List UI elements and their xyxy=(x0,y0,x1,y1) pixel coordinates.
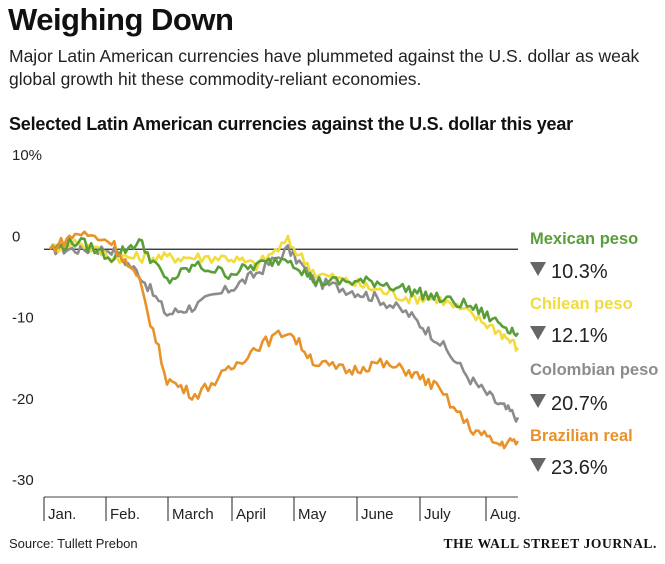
legend-label-chilean-peso: Chilean peso xyxy=(530,295,633,313)
down-triangle-icon xyxy=(530,394,546,408)
y-tick-label: -20 xyxy=(12,391,34,408)
x-tick-label: March xyxy=(172,506,214,523)
y-tick-label: 0 xyxy=(12,228,20,245)
x-tick-label: July xyxy=(424,506,451,523)
down-triangle-icon xyxy=(530,326,546,340)
change-value-mexican-peso: 10.3% xyxy=(551,261,608,283)
y-tick-label: -10 xyxy=(12,310,34,327)
dek: Major Latin American currencies have plu… xyxy=(9,46,640,89)
down-triangle-icon xyxy=(530,458,546,472)
legend-label-brazilian-real: Brazilian real xyxy=(530,427,633,445)
change-value-colombian-peso: 20.7% xyxy=(551,393,608,415)
x-tick-label: Feb. xyxy=(110,506,140,523)
publisher-brand: THE WALL STREET JOURNAL. xyxy=(443,536,657,551)
series-line-chilean-peso xyxy=(48,234,520,352)
change-value-chilean-peso: 12.1% xyxy=(551,325,608,347)
legend-label-colombian-peso: Colombian peso xyxy=(530,361,658,379)
x-tick-label: Aug. xyxy=(490,506,521,523)
x-tick-label: April xyxy=(236,506,266,523)
change-value-brazilian-real: 23.6% xyxy=(551,457,608,479)
legend-label-mexican-peso: Mexican peso xyxy=(530,230,638,248)
x-tick-label: June xyxy=(361,506,394,523)
y-tick-label: 10% xyxy=(12,147,42,164)
chart-title: Selected Latin American currencies again… xyxy=(9,114,573,134)
series-line-mexican-peso xyxy=(48,237,520,337)
series-line-brazilian-real xyxy=(48,230,520,450)
headline: Weighing Down xyxy=(8,2,234,37)
source-note: Source: Tullett Prebon xyxy=(9,536,138,551)
line-chart: 10% 0 -10 -20 -30 Jan. Feb. March April May June Ju… xyxy=(12,147,658,523)
x-tick-label: May xyxy=(298,506,327,523)
y-tick-label: -30 xyxy=(12,472,34,489)
x-tick-label: Jan. xyxy=(48,506,76,523)
down-triangle-icon xyxy=(530,262,546,276)
